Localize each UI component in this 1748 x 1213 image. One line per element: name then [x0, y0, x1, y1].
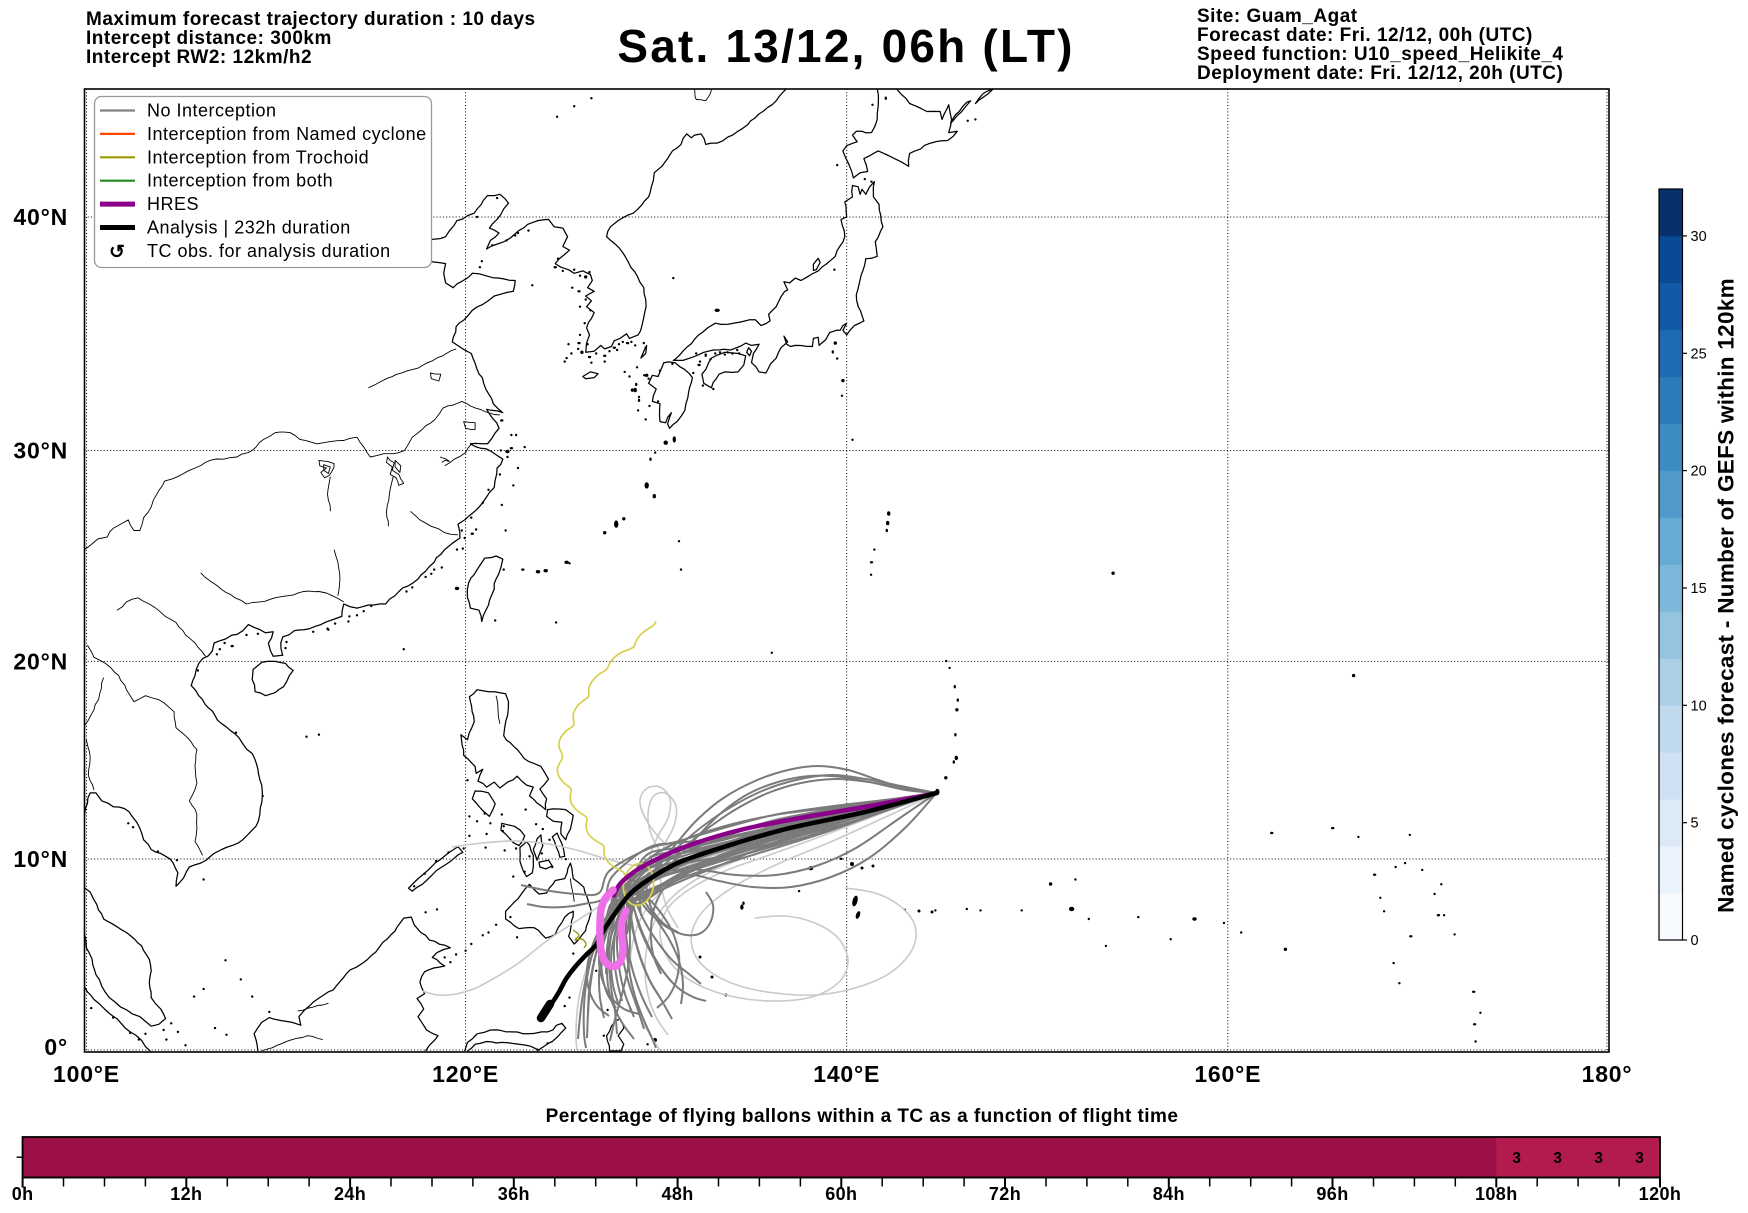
svg-text:10°N: 10°N — [13, 846, 68, 872]
svg-text:25: 25 — [1691, 346, 1707, 362]
svg-text:3: 3 — [1635, 1150, 1644, 1167]
svg-text:Maximum forecast trajectory du: Maximum forecast trajectory duration : 1… — [86, 9, 536, 30]
svg-text:3: 3 — [1512, 1150, 1521, 1167]
svg-text:Analysis | 232h duration: Analysis | 232h duration — [147, 218, 351, 238]
svg-text:Sat. 13/12, 06h (LT): Sat. 13/12, 06h (LT) — [617, 20, 1074, 72]
svg-text:180°: 180° — [1582, 1061, 1633, 1087]
svg-text:3: 3 — [1553, 1150, 1562, 1167]
svg-text:Intercept RW2: 12km/h2: Intercept RW2: 12km/h2 — [86, 47, 312, 68]
svg-text:160°E: 160°E — [1194, 1061, 1261, 1087]
svg-text:Site: Guam_Agat: Site: Guam_Agat — [1197, 6, 1358, 27]
svg-text:36h: 36h — [498, 1184, 530, 1204]
svg-text:Deployment date: Fri. 12/12, 2: Deployment date: Fri. 12/12, 20h (UTC) — [1197, 63, 1563, 84]
svg-text:120h: 120h — [1639, 1184, 1682, 1204]
svg-text:No Interception: No Interception — [147, 101, 277, 121]
svg-text:96h: 96h — [1316, 1184, 1348, 1204]
svg-text:3: 3 — [1594, 1150, 1603, 1167]
svg-text:TC obs. for analysis duration: TC obs. for analysis duration — [147, 241, 391, 261]
svg-text:120°E: 120°E — [432, 1061, 499, 1087]
svg-text:Forecast date: Fri. 12/12, 00h: Forecast date: Fri. 12/12, 00h (UTC) — [1197, 25, 1533, 46]
svg-text:10: 10 — [1691, 698, 1707, 714]
svg-text:60h: 60h — [825, 1184, 857, 1204]
svg-text:30°N: 30°N — [13, 438, 68, 464]
svg-text:Interception from Trochoid: Interception from Trochoid — [147, 147, 369, 167]
svg-text:0: 0 — [1691, 933, 1699, 949]
svg-text:20°N: 20°N — [13, 648, 68, 674]
svg-text:↺: ↺ — [109, 242, 125, 263]
svg-text:40°N: 40°N — [13, 204, 68, 230]
svg-text:20: 20 — [1691, 464, 1707, 480]
svg-text:Percentage of flying ballons w: Percentage of flying ballons within a TC… — [546, 1106, 1179, 1127]
svg-text:Named cyclones forecast - Numb: Named cyclones forecast - Number of GEFS… — [1714, 278, 1739, 913]
svg-text:5: 5 — [1691, 816, 1699, 832]
svg-text:140°E: 140°E — [813, 1061, 880, 1087]
svg-text:84h: 84h — [1153, 1184, 1185, 1204]
svg-text:100°E: 100°E — [53, 1061, 120, 1087]
svg-text:HRES: HRES — [147, 194, 199, 214]
svg-text:12h: 12h — [170, 1184, 202, 1204]
svg-text:Intercept distance: 300km: Intercept distance: 300km — [86, 28, 332, 49]
svg-text:Interception from Named cyclon: Interception from Named cyclone — [147, 124, 427, 144]
svg-text:72h: 72h — [989, 1184, 1021, 1204]
svg-text:48h: 48h — [661, 1184, 693, 1204]
svg-text:Speed function: U10_speed_Heli: Speed function: U10_speed_Helikite_4 — [1197, 44, 1563, 65]
svg-text:30: 30 — [1691, 229, 1707, 245]
svg-text:0°: 0° — [44, 1034, 68, 1060]
svg-text:108h: 108h — [1475, 1184, 1518, 1204]
svg-text:Interception from both: Interception from both — [147, 171, 333, 191]
svg-text:15: 15 — [1691, 581, 1707, 597]
svg-text:24h: 24h — [334, 1184, 366, 1204]
svg-text:0h: 0h — [12, 1184, 34, 1204]
